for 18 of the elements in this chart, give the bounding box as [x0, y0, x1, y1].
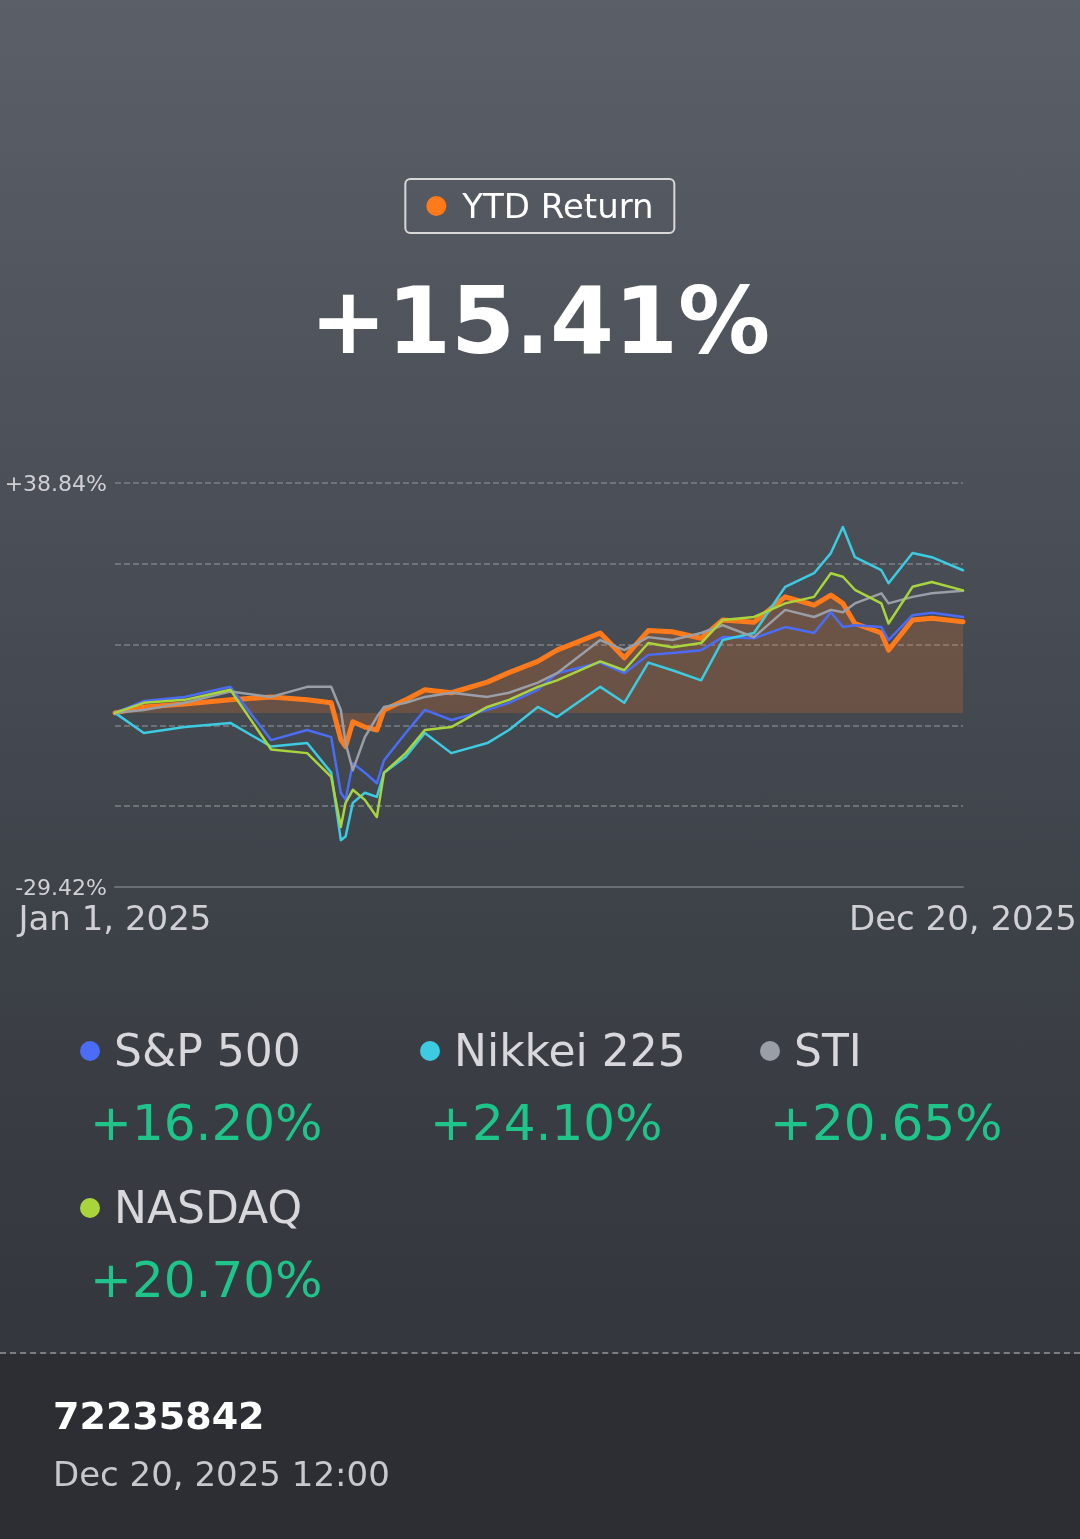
chart-title: +15.41% — [308, 268, 772, 375]
legend-label: Nikkei 225 — [454, 1025, 686, 1076]
line-series — [113, 571, 965, 829]
x-tick-label: Jan 1, 2025 — [16, 898, 212, 938]
text: +24.10% — [429, 1094, 663, 1152]
text: Dec 20, 2025 12:00 — [53, 1454, 390, 1494]
y-tick-label: +38.84% — [4, 470, 107, 496]
y-tick-label: -29.42% — [15, 874, 107, 900]
legend-label: STI — [794, 1025, 862, 1076]
text: 72235842 — [53, 1394, 265, 1438]
text: +16.20% — [89, 1094, 323, 1152]
text: +20.65% — [769, 1094, 1003, 1152]
legend-label: YTD Return — [462, 186, 654, 226]
x-tick-label: Dec 20, 2025 — [848, 898, 1077, 938]
text: +20.70% — [89, 1251, 323, 1309]
legend-label: NASDAQ — [114, 1182, 303, 1233]
line-series — [113, 525, 965, 842]
legend-label: S&P 500 — [114, 1025, 301, 1076]
